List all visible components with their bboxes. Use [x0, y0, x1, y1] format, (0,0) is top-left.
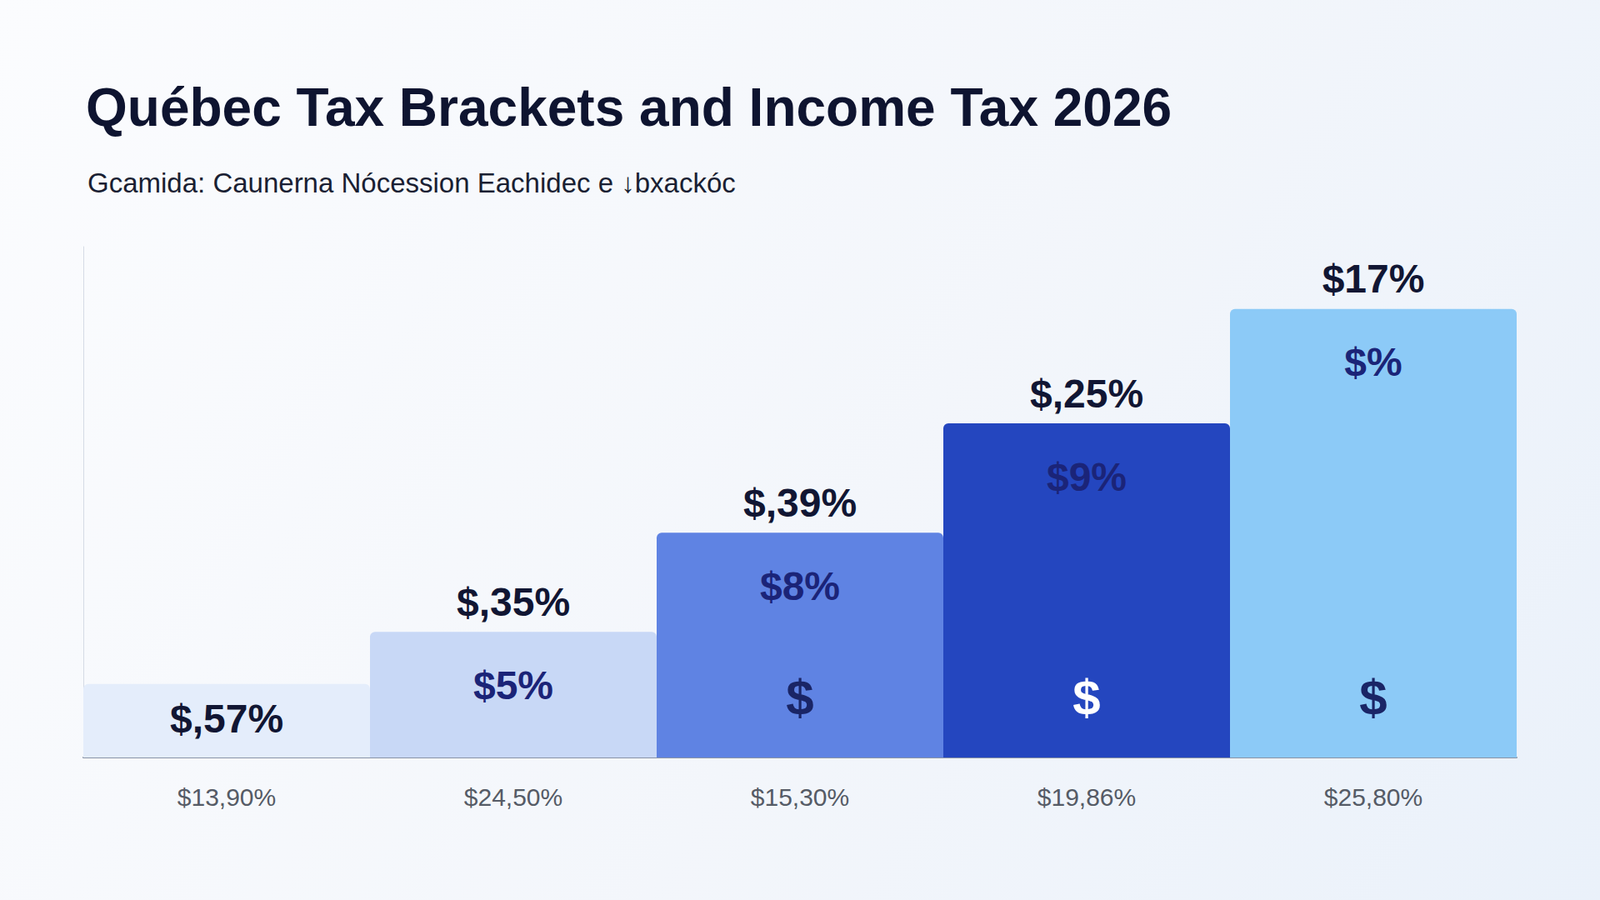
svg-text:$: $: [1359, 670, 1387, 726]
svg-text:$13,90%: $13,90%: [177, 783, 276, 811]
svg-text:Gcamida: Caunerna Nócession Ea: Gcamida: Caunerna Nócession Eachidec e ↓…: [87, 167, 736, 199]
svg-text:$,35%: $,35%: [456, 580, 570, 625]
svg-text:$5%: $5%: [473, 663, 554, 708]
svg-text:$,57%: $,57%: [170, 696, 284, 741]
svg-text:$9%: $9%: [1046, 455, 1127, 500]
svg-text:$: $: [785, 670, 814, 726]
svg-text:$15,30%: $15,30%: [750, 783, 850, 811]
svg-text:$24,50%: $24,50%: [464, 783, 563, 811]
svg-text:$8%: $8%: [760, 564, 840, 609]
svg-text:$25,80%: $25,80%: [1324, 783, 1423, 811]
svg-text:$%: $%: [1344, 340, 1402, 385]
svg-text:Québec Tax Brackets and Income: Québec Tax Brackets and Income Tax 2026: [85, 77, 1172, 138]
svg-text:$,25%: $,25%: [1030, 371, 1144, 416]
svg-text:$: $: [1072, 670, 1100, 726]
svg-text:$17%: $17%: [1322, 256, 1425, 301]
svg-text:$,39%: $,39%: [743, 480, 857, 525]
svg-text:$19,86%: $19,86%: [1037, 783, 1136, 811]
